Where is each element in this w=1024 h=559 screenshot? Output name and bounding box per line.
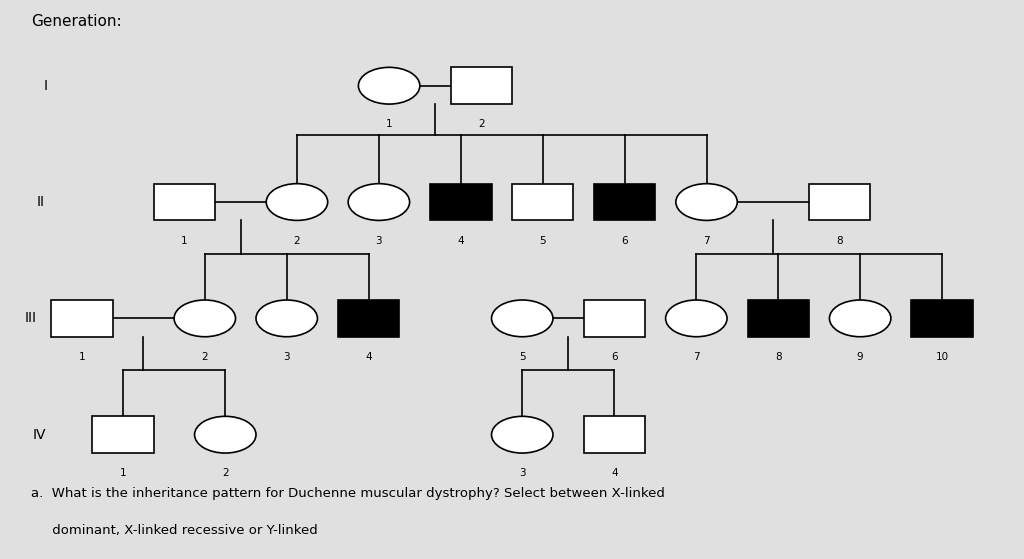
Text: a.  What is the inheritance pattern for Duchenne muscular dystrophy? Select betw: a. What is the inheritance pattern for D… [31, 486, 665, 500]
Text: 8: 8 [775, 352, 781, 362]
Circle shape [676, 184, 737, 220]
Text: 4: 4 [611, 468, 617, 479]
Text: 1: 1 [181, 236, 187, 246]
Text: 7: 7 [703, 236, 710, 246]
Bar [584, 416, 645, 453]
Circle shape [266, 184, 328, 220]
Text: 2: 2 [222, 468, 228, 479]
Bar [451, 67, 512, 104]
Bar [809, 184, 870, 220]
Text: 9: 9 [857, 352, 863, 362]
Text: 7: 7 [693, 352, 699, 362]
Bar [338, 300, 399, 337]
Text: dominant, X-linked recessive or Y-linked: dominant, X-linked recessive or Y-linked [31, 524, 317, 537]
Bar [51, 300, 113, 337]
Text: 10: 10 [936, 352, 948, 362]
Bar [911, 300, 973, 337]
Circle shape [666, 300, 727, 337]
Text: Generation:: Generation: [31, 14, 122, 29]
Text: 5: 5 [519, 352, 525, 362]
Text: 2: 2 [294, 236, 300, 246]
Circle shape [174, 300, 236, 337]
Bar [512, 184, 573, 220]
Circle shape [358, 67, 420, 104]
Circle shape [492, 300, 553, 337]
Circle shape [256, 300, 317, 337]
Text: 8: 8 [837, 236, 843, 246]
Circle shape [195, 416, 256, 453]
Text: 5: 5 [540, 236, 546, 246]
Bar [748, 300, 809, 337]
Text: II: II [37, 195, 45, 209]
Bar [430, 184, 492, 220]
Text: 1: 1 [120, 468, 126, 479]
Text: 3: 3 [519, 468, 525, 479]
Circle shape [348, 184, 410, 220]
Text: 1: 1 [79, 352, 85, 362]
Text: 2: 2 [202, 352, 208, 362]
Text: I: I [44, 79, 48, 93]
Text: 4: 4 [366, 352, 372, 362]
Text: 3: 3 [284, 352, 290, 362]
Bar [584, 300, 645, 337]
Text: 1: 1 [386, 120, 392, 129]
Text: IV: IV [32, 428, 46, 442]
Bar [594, 184, 655, 220]
Bar [92, 416, 154, 453]
Text: 6: 6 [611, 352, 617, 362]
Text: III: III [25, 311, 37, 325]
Circle shape [492, 416, 553, 453]
Bar [154, 184, 215, 220]
Text: 3: 3 [376, 236, 382, 246]
Text: 4: 4 [458, 236, 464, 246]
Text: 2: 2 [478, 120, 484, 129]
Text: 6: 6 [622, 236, 628, 246]
Circle shape [829, 300, 891, 337]
